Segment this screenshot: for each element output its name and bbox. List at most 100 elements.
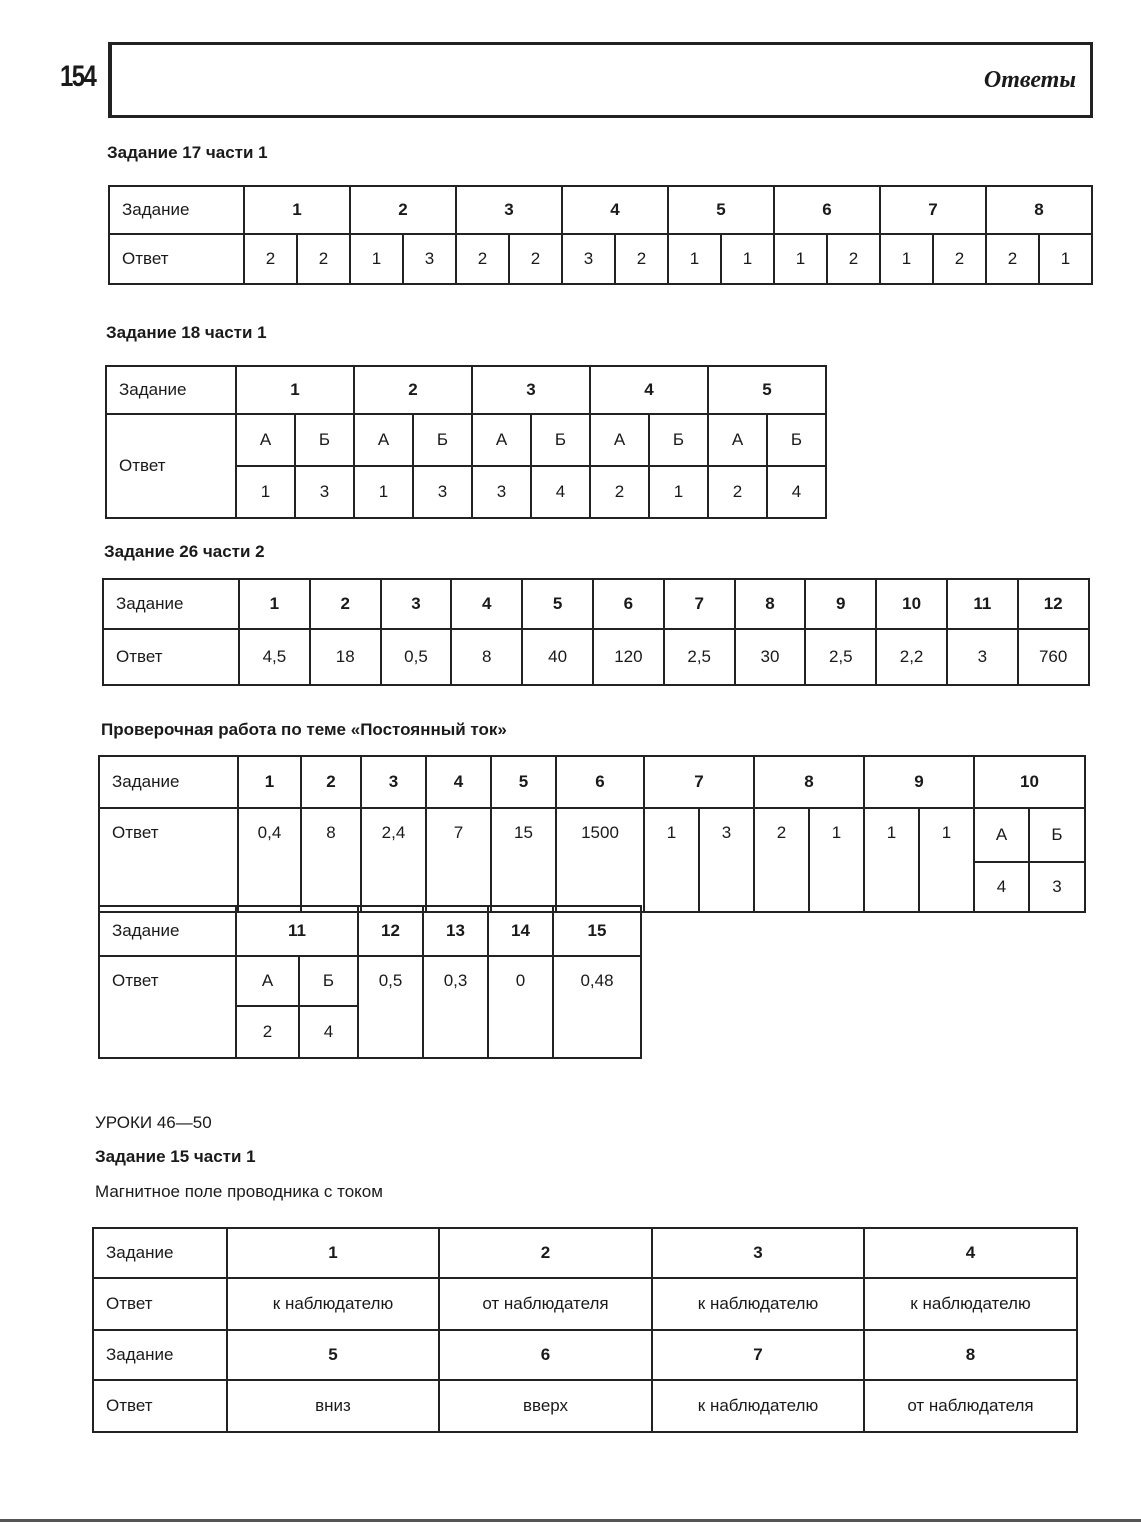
task-number: 1 (237, 755, 302, 809)
task-number: 4 (561, 185, 669, 235)
subheader-cell: А (235, 413, 296, 467)
answer-cell: 1 (648, 465, 709, 519)
answer-cell: 3 (412, 465, 473, 519)
task-number: 5 (667, 185, 775, 235)
answer-cell: 1 (349, 233, 404, 285)
task-number: 8 (863, 1329, 1078, 1381)
subheader-cell: Б (1027, 807, 1087, 863)
section-heading-17: Задание 17 части 1 (107, 143, 268, 162)
task-number: 4 (450, 578, 524, 630)
answer-cell: 120 (591, 628, 665, 686)
task-number: 6 (773, 185, 881, 235)
task-number: 3 (651, 1227, 865, 1279)
page-number: 154 (60, 60, 97, 93)
subheader-cell: А (471, 413, 532, 467)
answer-cell: 7 (425, 807, 492, 913)
subheader-cell: А (973, 807, 1030, 863)
task-number: 7 (662, 578, 736, 630)
answer-cell: 1 (808, 807, 865, 913)
subheader-cell: Б (412, 413, 473, 467)
answer-cell: к наблюдателю (651, 1379, 865, 1433)
subheader-cell: Б (648, 413, 709, 467)
lessons-title: УРОКИ 46—50 (95, 1113, 212, 1132)
answer-cell: вверх (438, 1379, 653, 1433)
answer-cell: 8 (300, 807, 362, 913)
task-number: 10 (972, 755, 1087, 809)
task-number: 11 (945, 578, 1019, 630)
task-number: 2 (353, 365, 473, 415)
task-number: 12 (357, 905, 425, 957)
answer-cell: 4 (530, 465, 591, 519)
subheader-cell: А (707, 413, 768, 467)
answer-cell: 3 (561, 233, 616, 285)
row-label: Ответ (92, 1379, 228, 1433)
answer-cell: 3 (1027, 861, 1087, 913)
lessons-subtitle: Магнитное поле проводника с током (95, 1182, 383, 1201)
table-test-part2: Задание 11 12 13 14 15 Ответ А Б 0,5 0,3 0 0,48 2 4 (98, 905, 643, 1059)
answer-cell: 8 (450, 628, 524, 686)
answer-cell: 2,2 (875, 628, 948, 686)
task-number: 12 (1016, 578, 1090, 630)
answer-cell: 2,5 (804, 628, 878, 686)
answer-cell: 2 (508, 233, 563, 285)
task-number: 14 (487, 905, 555, 957)
answer-cell: 3 (402, 233, 457, 285)
answer-cell: 1 (667, 233, 722, 285)
header-title: Ответы (983, 67, 1076, 93)
answer-cell: 2,4 (360, 807, 427, 913)
section-heading-18: Задание 18 части 1 (106, 323, 267, 342)
answer-cell: вниз (226, 1379, 440, 1433)
task-number: 8 (985, 185, 1093, 235)
answer-cell: 4 (766, 465, 827, 519)
answer-cell: 1 (879, 233, 934, 285)
answer-cell: 1 (863, 807, 920, 913)
row-label: Ответ (105, 413, 237, 519)
answer-cell: 0 (487, 955, 555, 1059)
row-label: Задание (92, 1227, 228, 1279)
subheader-cell: Б (297, 955, 360, 1007)
task-number: 5 (707, 365, 827, 415)
section-heading-15: Задание 15 части 1 (95, 1147, 256, 1166)
row-label: Задание (108, 185, 245, 235)
answer-cell: к наблюдателю (226, 1277, 440, 1331)
answer-cell: 1 (643, 807, 700, 913)
task-number: 10 (875, 578, 948, 630)
row-label: Ответ (102, 628, 240, 686)
answer-cell: 2 (826, 233, 881, 285)
task-number: 4 (425, 755, 492, 809)
task-number: 2 (300, 755, 362, 809)
subheader-cell: А (235, 955, 300, 1007)
row-label: Задание (92, 1329, 228, 1381)
table-task-15: Задание 1 2 3 4 Ответ к наблюдателю от наблюдат… (92, 1227, 1078, 1433)
answer-cell: 2 (753, 807, 810, 913)
task-number: 11 (234, 905, 360, 957)
answer-cell: к наблюдателю (651, 1277, 865, 1331)
answer-cell: 760 (1016, 628, 1090, 686)
task-number: 3 (471, 365, 591, 415)
table-task-26: Задание 1 2 3 4 5 6 7 8 9 10 11 12 Ответ 4,5 18 0,5 8 40 12… (102, 578, 1090, 686)
answer-cell: 18 (308, 628, 382, 686)
task-number: 7 (651, 1329, 865, 1381)
task-number: 6 (555, 755, 645, 809)
page-header: Ответы (108, 42, 1093, 118)
answer-cell: 15 (490, 807, 557, 913)
answer-cell: 2 (985, 233, 1040, 285)
answer-cell: 2 (296, 233, 351, 285)
answer-cell: 1 (720, 233, 775, 285)
row-label: Задание (105, 365, 237, 415)
row-label: Задание (98, 905, 237, 957)
answer-cell: 1 (1038, 233, 1093, 285)
section-heading-test: Проверочная работа по теме «Постоянный т… (101, 720, 507, 739)
answer-cell: 40 (521, 628, 594, 686)
task-number: 7 (643, 755, 755, 809)
answer-cell: 0,5 (379, 628, 453, 686)
row-label: Задание (102, 578, 240, 630)
answer-cell: 2 (243, 233, 298, 285)
answer-cell: 0,5 (357, 955, 425, 1059)
answer-cell: 2 (932, 233, 987, 285)
task-number: 2 (349, 185, 457, 235)
section-heading-26: Задание 26 части 2 (104, 542, 265, 561)
answer-cell: 2 (707, 465, 768, 519)
task-number: 9 (804, 578, 878, 630)
answer-cell: к наблюдателю (863, 1277, 1078, 1331)
